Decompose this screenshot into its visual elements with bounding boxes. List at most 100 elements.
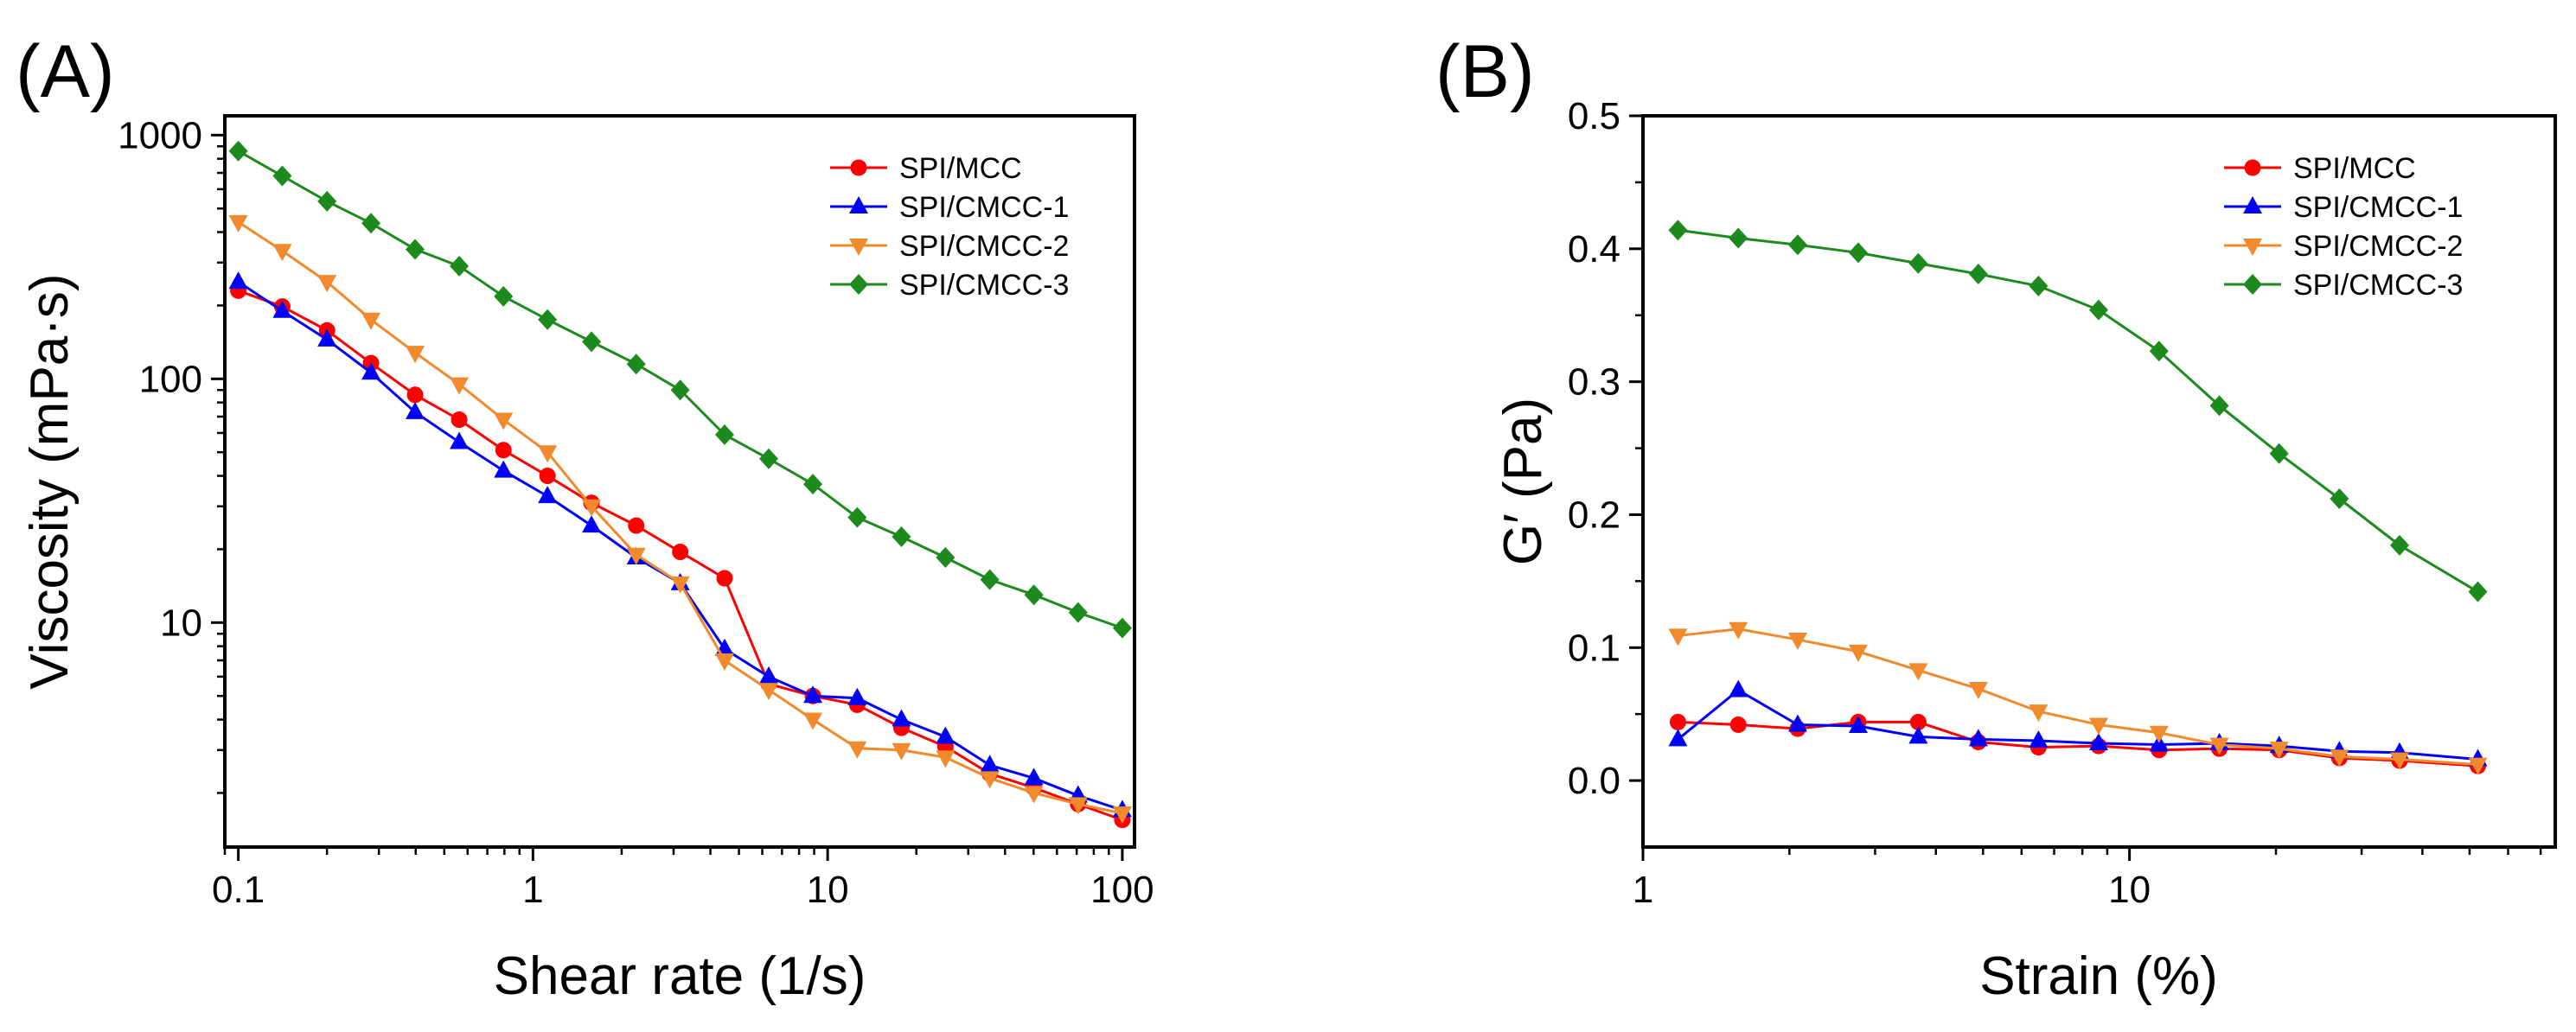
data-point [539,468,556,485]
data-point [892,526,911,548]
data-point [892,742,911,761]
data-point [2468,757,2488,775]
y-tick-label: 0.5 [1568,95,1620,137]
panel-b-modulus-chart: (B) 1 10 0.0 0.1 0.2 0.3 0.4 0.5 Strain (%) G′ (Pa… [1435,30,2557,1006]
x-tick-label: 10 [807,869,849,911]
panel-a-viscosity-chart: (A) 0.1 1 10 100 10 100 1000 Shear rate (1/s) Vis… [16,30,1154,1006]
series-line [1678,720,2478,768]
series-line [1678,627,2478,767]
data-point [2149,341,2169,362]
data-point [847,506,867,528]
data-point [1908,663,1928,681]
data-point [538,486,558,504]
data-point [228,140,248,162]
data-point [847,687,867,705]
data-point [406,346,425,364]
data-point [582,331,602,353]
data-point [758,666,778,684]
legend-label: SPI/CMCC-3 [2293,269,2463,302]
y-tick-label: 10 [160,602,202,644]
data-point [1848,644,1868,662]
data-point [2209,737,2229,755]
data-point [361,362,381,380]
data-point [803,474,823,495]
data-point [1787,714,1807,732]
data-point [494,460,514,478]
data-point [1968,729,1988,747]
series-spi-cmcc-3 [228,140,1132,639]
series-spi-cmcc-3 [1668,220,2488,602]
y-tick-label: 1000 [118,114,202,156]
legend-label: SPI/CMCC-3 [899,269,1069,302]
data-point [2088,717,2108,736]
data-point [2209,395,2229,417]
y-tick-label: 0.1 [1568,627,1620,669]
x-tick-label: 1 [1633,869,1653,911]
series-spi-cmcc-1 [1668,679,2488,767]
data-point [628,517,645,534]
data-point [228,214,248,233]
data-point [272,165,292,187]
legend-label: SPI/MCC [899,152,1022,185]
x-axis-title: Shear rate (1/s) [494,946,866,1006]
data-point [758,448,778,469]
x-tick-label: 0.1 [212,869,265,911]
data-point [361,312,381,330]
legend: SPI/MCC SPI/CMCC-1 SPI/CMCC-2 SPI/CMCC-3 [830,152,1069,302]
data-point [936,750,956,768]
legend-marker [849,196,868,213]
y-tick-label: 0.2 [1568,494,1620,536]
y-tick-label: 0.4 [1568,228,1620,271]
data-point [892,709,911,727]
data-point [980,755,1000,773]
data-point [494,412,514,430]
data-point [228,271,248,290]
data-point [980,771,1000,789]
series-line [1677,688,2478,761]
data-point [1787,234,1807,256]
x-axis-title: Strain (%) [1979,946,2218,1006]
data-point [716,570,733,587]
data-point [980,569,1000,590]
legend-marker [849,274,868,295]
data-point [1729,716,1747,733]
data-point [758,683,778,701]
data-point [1112,617,1132,639]
data-point [1968,681,1988,699]
legend-label: SPI/CMCC-2 [2293,230,2463,263]
data-point [495,442,512,459]
legend-marker [2243,196,2262,213]
data-point [272,244,292,262]
y-axis-title: Viscosity (mPa·s) [20,273,80,689]
legend-marker [850,159,867,176]
x-tick-label: 10 [2108,869,2151,911]
data-point [2088,733,2108,751]
legend-label: SPI/CMCC-1 [2293,191,2463,224]
data-point [2468,581,2488,602]
legend-marker [2243,274,2262,295]
data-point [803,712,823,730]
plot-frame [1641,114,2557,849]
data-point [1068,602,1088,623]
data-point [2269,742,2289,760]
data-point [582,499,602,517]
data-point [1668,628,1688,647]
data-point [538,309,558,330]
data-point [626,547,646,565]
y-tick-label: 100 [139,358,202,400]
data-point [1848,716,1868,734]
panel-label: (A) [16,30,115,113]
data-point [714,424,734,445]
x-tick-label: 100 [1090,869,1154,911]
data-point [361,213,381,234]
data-point [317,190,337,212]
data-point [451,411,468,429]
data-point [2389,534,2409,556]
data-point [670,379,690,401]
data-point [2389,752,2409,770]
data-point [1968,264,1988,285]
data-point [450,377,470,395]
data-point [1068,797,1088,815]
data-point [2330,487,2349,509]
data-point [406,401,425,419]
